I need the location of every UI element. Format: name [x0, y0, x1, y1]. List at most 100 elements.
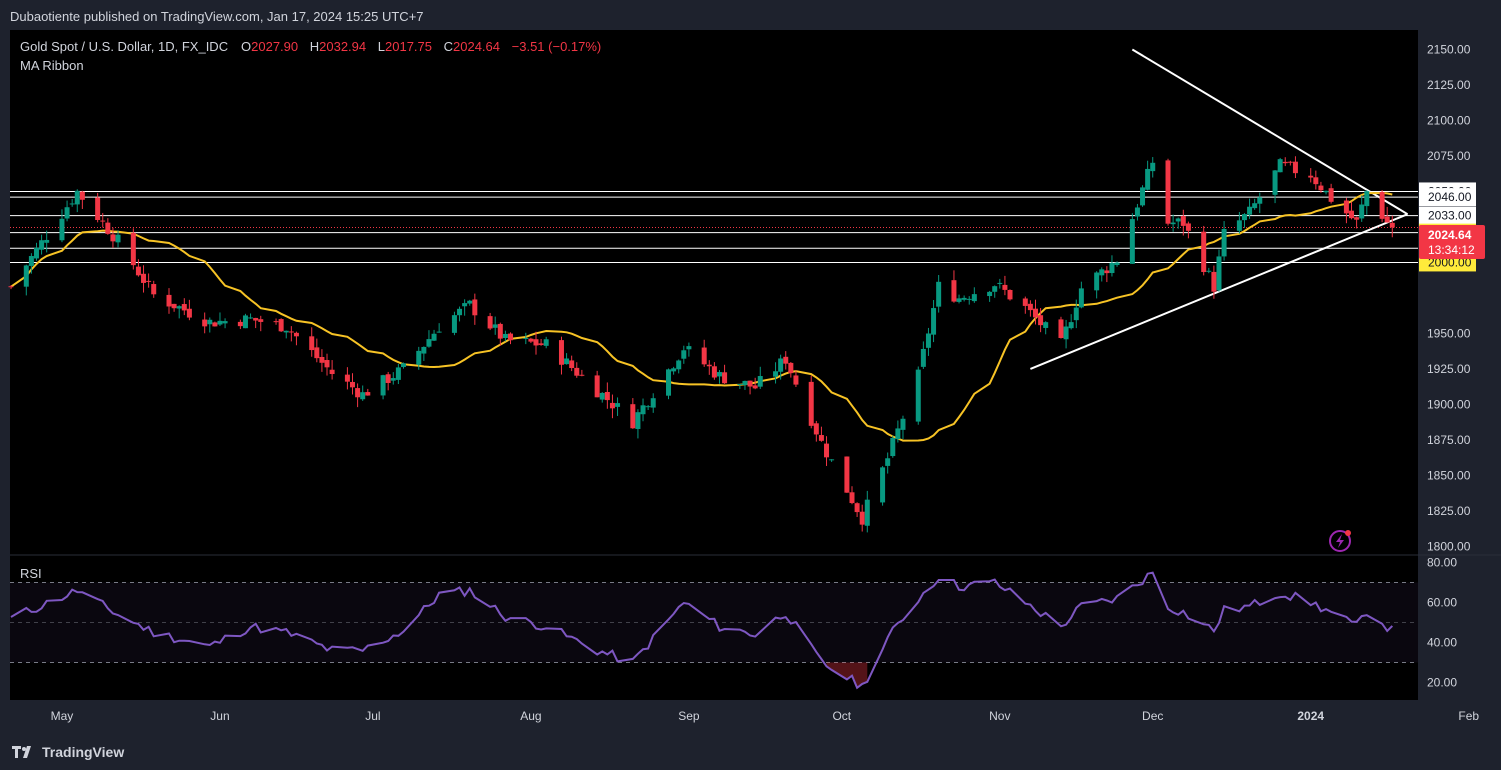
candle — [1236, 211, 1242, 234]
rsi-line — [10, 571, 1394, 690]
candle — [400, 362, 406, 369]
candle-body — [1318, 185, 1324, 191]
candle-body — [1236, 220, 1242, 231]
candle-body — [400, 363, 406, 368]
candle — [1145, 160, 1151, 191]
candle-body — [237, 321, 243, 327]
candle-body — [1129, 219, 1135, 264]
candle — [1180, 209, 1186, 236]
candle-body — [609, 402, 615, 409]
candle-body — [579, 374, 585, 376]
candle — [569, 355, 575, 372]
candle-body — [594, 375, 600, 398]
current-price-tag: 2024.64 13:34:12 — [1419, 225, 1485, 259]
legend-symbol: Gold Spot / U.S. Dollar, 1D, FX_IDC — [20, 39, 228, 54]
candle-body — [1185, 223, 1191, 231]
candle — [237, 319, 243, 330]
candle-body — [864, 499, 870, 526]
time-tick-label: Jun — [210, 709, 229, 723]
candlesticks — [8, 156, 1395, 533]
candle — [813, 420, 819, 442]
candle — [395, 363, 401, 385]
candle-body — [421, 346, 427, 354]
candle — [431, 329, 437, 341]
candle-body — [426, 339, 432, 347]
candle-body — [1323, 190, 1329, 193]
candle-body — [829, 459, 835, 461]
candle-body — [95, 197, 101, 221]
time-tick-label: Nov — [989, 709, 1010, 723]
candle — [344, 367, 350, 390]
candle-body — [1313, 177, 1319, 185]
candle — [472, 293, 478, 325]
candle-body — [676, 360, 682, 370]
rsi-tick-label: 40.00 — [1427, 636, 1457, 650]
candle — [1201, 225, 1207, 276]
candle — [23, 264, 29, 296]
candle — [808, 375, 814, 429]
candle — [793, 370, 799, 387]
publisher-bar: Dubaotiente published on TradingView.com… — [0, 0, 1501, 30]
candle — [1282, 157, 1288, 167]
price-tick-label: 2125.00 — [1427, 78, 1471, 92]
candle-body — [895, 428, 901, 440]
candle-body — [686, 346, 692, 350]
time-axis[interactable]: May Jun Jul Aug Sep Oct Nov Dec 2024 Feb — [51, 709, 1480, 723]
candle-body — [936, 281, 942, 307]
candle-body — [59, 218, 65, 241]
candle — [686, 342, 692, 357]
candle-body — [966, 298, 972, 300]
candle — [564, 353, 570, 365]
candle-body — [533, 339, 539, 346]
candle — [1241, 213, 1247, 228]
candle — [543, 336, 549, 349]
candle — [737, 383, 743, 389]
candle-body — [502, 333, 508, 339]
candle — [1109, 255, 1115, 277]
candle-body — [1134, 207, 1140, 217]
candle-body — [1170, 222, 1176, 225]
candle-body — [1206, 270, 1212, 272]
candle-body — [74, 190, 80, 205]
candle-body — [1099, 269, 1105, 276]
price-tick-label: 1800.00 — [1427, 539, 1471, 553]
candle — [360, 385, 366, 401]
candle-body — [992, 286, 998, 292]
candle — [558, 336, 564, 375]
candle — [864, 490, 870, 533]
candle — [987, 290, 993, 302]
candle — [64, 200, 70, 222]
indicator-label[interactable]: MA Ribbon — [20, 58, 84, 73]
candle-body — [1359, 204, 1365, 219]
candle — [538, 338, 544, 346]
candle-body — [1063, 326, 1069, 340]
candle-body — [650, 398, 656, 408]
candle-body — [492, 324, 498, 328]
candle-body — [462, 303, 468, 307]
lightning-icon[interactable] — [1329, 530, 1351, 552]
candle-body — [1002, 284, 1008, 290]
candle-body — [1175, 218, 1181, 222]
candle — [217, 312, 223, 326]
candle-body — [181, 304, 187, 311]
price-chart[interactable]: 2150.00 2125.00 2100.00 2075.00 1950.00 1925.… — [0, 30, 1501, 734]
candle — [385, 371, 391, 391]
candle — [1379, 190, 1385, 223]
candle-body — [1328, 188, 1334, 202]
candle-body — [472, 299, 478, 316]
candle-body — [528, 338, 534, 342]
candle — [650, 393, 656, 413]
candle-body — [1247, 206, 1253, 215]
price-axis[interactable]: 2150.00 2125.00 2100.00 2075.00 1950.00 1925.… — [1419, 42, 1476, 690]
candle — [645, 404, 651, 410]
price-tick-label: 2075.00 — [1427, 149, 1471, 163]
tradingview-brand[interactable]: TradingView — [12, 744, 124, 760]
candle — [324, 353, 330, 376]
rsi-label[interactable]: RSI — [20, 566, 42, 581]
candle — [467, 299, 473, 306]
candle-body — [599, 392, 605, 400]
candle-body — [283, 330, 289, 333]
candle-body — [890, 437, 896, 457]
candle-body — [146, 280, 152, 282]
candle-body — [64, 207, 70, 219]
